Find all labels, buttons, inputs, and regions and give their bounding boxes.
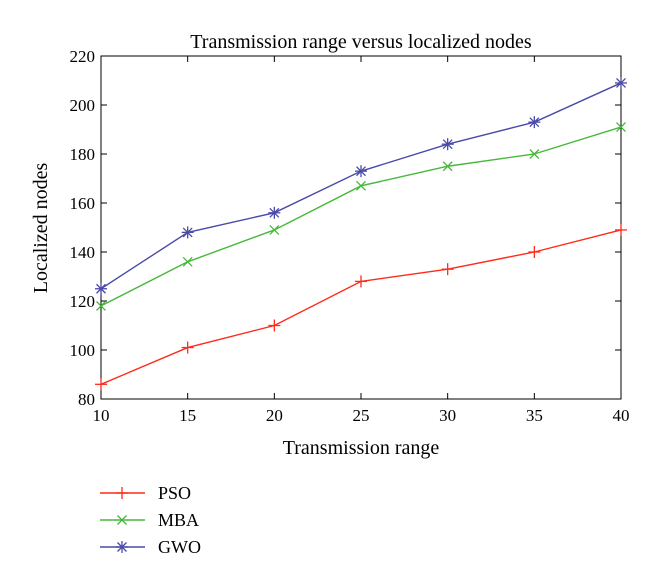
y-tick-label: 160 (70, 194, 96, 213)
data-point-gwo (181, 226, 194, 239)
data-point-mba (442, 161, 453, 172)
legend-item-gwo: GWO (100, 537, 201, 557)
x-tick-label: 30 (439, 406, 456, 425)
data-point-pso (441, 263, 454, 276)
data-point-mba (529, 149, 540, 159)
y-tick-label: 180 (70, 145, 96, 164)
data-point-mba (616, 122, 626, 133)
x-tick-label: 15 (179, 406, 196, 425)
x-tick-label: 40 (613, 406, 630, 425)
data-point-gwo (528, 116, 541, 129)
axis-ticks: 10 15 20 25 30 35 40 80 100 120 140 160 180 200 220 (70, 47, 630, 425)
legend-item-mba: MBA (100, 510, 199, 530)
x-tick-label: 25 (353, 406, 370, 425)
data-point-gwo (355, 165, 367, 178)
series-mba (96, 122, 626, 311)
chart-title: Transmission range versus localized node… (190, 31, 532, 53)
plot-area (100, 55, 622, 400)
legend-marker (117, 515, 127, 525)
y-axis-label: Localized nodes (30, 163, 52, 294)
y-tick-label: 140 (70, 243, 96, 262)
data-point-pso (615, 223, 627, 236)
legend-marker (116, 487, 128, 499)
x-axis-label: Transmission range (283, 437, 440, 459)
y-tick-label: 200 (70, 96, 96, 115)
data-point-gwo (441, 138, 454, 151)
series-pso (95, 223, 627, 391)
data-point-pso (95, 378, 107, 391)
x-tick-label: 35 (526, 406, 543, 425)
data-point-mba (269, 224, 280, 235)
x-tick-label: 20 (266, 406, 283, 425)
data-point-gwo (268, 206, 281, 219)
series-gwo (95, 76, 627, 295)
y-tick-label: 120 (70, 292, 96, 311)
data-point-pso (181, 341, 194, 354)
y-tick-label: 80 (78, 390, 95, 409)
data-point-mba (356, 180, 366, 191)
x-tick-label: 10 (93, 406, 110, 425)
legend-label: PSO (158, 483, 191, 503)
legend-label: GWO (158, 537, 201, 557)
data-point-mba (182, 256, 193, 267)
data-point-pso (528, 246, 541, 258)
series-line-pso (100, 229, 622, 385)
data-point-pso (355, 275, 367, 288)
data-point-pso (268, 319, 281, 332)
data-point-gwo (615, 76, 627, 89)
legend-label: MBA (158, 510, 199, 530)
legend-marker (116, 541, 128, 553)
data-point-mba (96, 300, 106, 311)
series-layer (95, 76, 627, 391)
legend: PSO MBA GWO (100, 483, 201, 557)
legend-item-pso: PSO (100, 483, 191, 503)
y-tick-label: 100 (70, 341, 96, 360)
y-tick-label: 220 (70, 47, 96, 66)
data-point-gwo (95, 282, 107, 295)
